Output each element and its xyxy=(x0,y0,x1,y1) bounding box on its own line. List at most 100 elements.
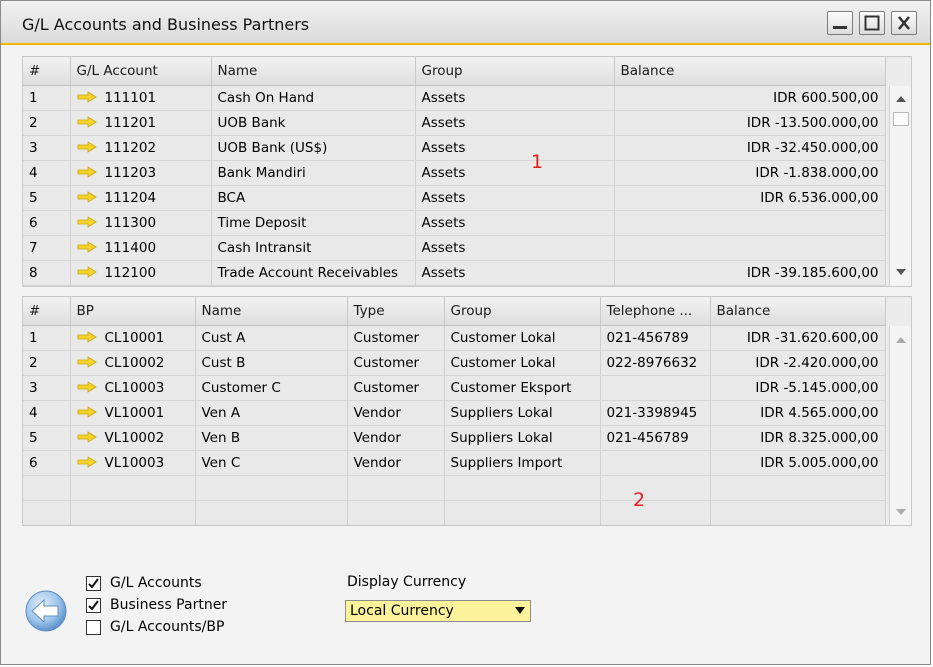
link-arrow-icon[interactable] xyxy=(77,241,97,253)
bp-empty-row[interactable] xyxy=(23,500,886,525)
link-arrow-icon[interactable] xyxy=(77,91,97,103)
link-arrow-icon[interactable] xyxy=(77,116,97,128)
bp-cell-balance: IDR 4.565.000,00 xyxy=(710,400,886,426)
gl-cell-name: BCA xyxy=(211,185,416,211)
gl-table-row[interactable]: 2 111201 UOB Bank Assets IDR -13.500.000,00 xyxy=(23,110,886,136)
gl-cell-text: 1 xyxy=(29,90,38,106)
bp-column-header[interactable]: Telephone ... xyxy=(600,297,711,326)
bp-cell-name: Cust A xyxy=(195,325,348,351)
bp-cell-text: Vendor xyxy=(353,405,401,421)
gl-column-header[interactable]: # xyxy=(23,57,71,86)
bp-empty-cell xyxy=(347,500,445,525)
link-arrow-icon[interactable] xyxy=(77,356,97,368)
bp-cell-num: 4 xyxy=(23,400,71,426)
bp-column-header[interactable]: Balance xyxy=(710,297,886,326)
bp-cell-name: Ven C xyxy=(195,450,348,476)
business-partner-checkbox[interactable] xyxy=(86,598,101,613)
bp-cell-group: Suppliers Import xyxy=(444,450,601,476)
bp-cell-text: Suppliers Lokal xyxy=(450,430,553,446)
gl-cell-balance xyxy=(614,235,886,261)
bp-scrollbar[interactable] xyxy=(889,326,911,525)
bp-table-row[interactable]: 2 CL10002 Cust B Customer Customer Lokal 022-… xyxy=(23,350,886,376)
bp-column-header[interactable]: # xyxy=(23,297,71,326)
link-arrow-icon[interactable] xyxy=(77,406,97,418)
gl-cell-text: Assets xyxy=(421,115,466,131)
bp-column-header[interactable]: BP xyxy=(70,297,196,326)
bp-table-row[interactable]: 6 VL10003 Ven C Vendor Suppliers Import IDR 5… xyxy=(23,450,886,476)
bp-cell-phone: 021-3398945 xyxy=(600,400,711,426)
bp-cell-bp: CL10001 xyxy=(70,325,196,351)
gl-cell-text: 112100 xyxy=(104,265,157,281)
bp-empty-row[interactable] xyxy=(23,475,886,501)
bp-cell-phone: 021-456789 xyxy=(600,425,711,451)
bp-table-row[interactable]: 3 CL10003 Customer C Customer Customer Ekspo… xyxy=(23,375,886,401)
gl-cell-text: IDR -32.450.000,00 xyxy=(746,140,879,156)
gl-table-row[interactable]: 7 111400 Cash Intransit Assets xyxy=(23,235,886,261)
bp-cell-text: Customer Eksport xyxy=(450,380,572,396)
gl-table-row[interactable]: 3 111202 UOB Bank (US$) Assets IDR -32.450.0… xyxy=(23,135,886,161)
gl-cell-num: 6 xyxy=(23,210,71,236)
minimize-button[interactable] xyxy=(827,11,853,35)
gl-scroll-thumb[interactable] xyxy=(893,112,909,126)
gl-cell-balance: IDR 600.500,00 xyxy=(614,85,886,111)
scroll-down-icon[interactable] xyxy=(893,264,909,280)
close-button[interactable] xyxy=(891,11,917,35)
link-arrow-icon[interactable] xyxy=(77,381,97,393)
bp-table-row[interactable]: 1 CL10001 Cust A Customer Customer Lokal 021-… xyxy=(23,325,886,351)
back-arrow-icon[interactable] xyxy=(24,589,68,633)
bp-cell-text: 4 xyxy=(29,405,38,421)
gl-cell-balance: IDR -13.500.000,00 xyxy=(614,110,886,136)
bp-empty-cell xyxy=(444,500,601,525)
bp-cell-text: IDR -31.620.600,00 xyxy=(746,330,879,346)
gl-accounts-checkbox[interactable] xyxy=(86,576,101,591)
bp-table-row[interactable]: 5 VL10002 Ven B Vendor Suppliers Lokal 021-45… xyxy=(23,425,886,451)
bp-table-row[interactable]: 4 VL10001 Ven A Vendor Suppliers Lokal 021-33… xyxy=(23,400,886,426)
link-arrow-icon[interactable] xyxy=(77,166,97,178)
bp-column-header[interactable]: Group xyxy=(444,297,601,326)
scroll-up-icon[interactable] xyxy=(893,91,909,107)
bp-cell-text: IDR 8.325.000,00 xyxy=(760,430,879,446)
bp-cell-text: IDR 5.005.000,00 xyxy=(760,455,879,471)
link-arrow-icon[interactable] xyxy=(77,431,97,443)
bp-cell-group: Customer Lokal xyxy=(444,325,601,351)
gl-cell-text: IDR -39.185.600,00 xyxy=(746,265,879,281)
gl-column-header[interactable]: Name xyxy=(211,57,416,86)
gl-cell-group: Assets xyxy=(415,185,615,211)
link-arrow-icon[interactable] xyxy=(77,266,97,278)
gl-cell-name: Cash Intransit xyxy=(211,235,416,261)
bp-column-header[interactable]: Name xyxy=(195,297,348,326)
link-arrow-icon[interactable] xyxy=(77,456,97,468)
bp-cell-bp: CL10003 xyxy=(70,375,196,401)
gl-cell-text: IDR -1.838.000,00 xyxy=(755,165,879,181)
scroll-down-icon[interactable] xyxy=(893,504,909,520)
bp-cell-num: 2 xyxy=(23,350,71,376)
link-arrow-icon[interactable] xyxy=(77,216,97,228)
gl-column-header[interactable]: Group xyxy=(415,57,615,86)
title-bar[interactable]: G/L Accounts and Business Partners xyxy=(1,1,930,45)
gl-column-header[interactable]: Balance xyxy=(614,57,886,86)
gl-table-row[interactable]: 4 111203 Bank Mandiri Assets IDR -1.838.000,… xyxy=(23,160,886,186)
display-currency-select[interactable]: Local Currency xyxy=(345,600,531,622)
gl-table-row[interactable]: 8 112100 Trade Account Receivables Assets ID… xyxy=(23,260,886,286)
gl-table-row[interactable]: 1 111101 Cash On Hand Assets IDR 600.500,00 xyxy=(23,85,886,111)
link-arrow-icon[interactable] xyxy=(77,141,97,153)
bp-cell-text: 3 xyxy=(29,380,38,396)
gl-column-header[interactable]: G/L Account xyxy=(70,57,212,86)
link-arrow-icon[interactable] xyxy=(77,191,97,203)
link-arrow-icon[interactable] xyxy=(77,331,97,343)
gl-cell-account: 111202 xyxy=(70,135,212,161)
gl-cell-text: 111204 xyxy=(104,190,157,206)
gl-cell-text: IDR 600.500,00 xyxy=(773,90,879,106)
gl-scrollbar[interactable] xyxy=(889,86,911,286)
bp-cell-text: 021-3398945 xyxy=(606,405,698,421)
gl-cell-text: 5 xyxy=(29,190,38,206)
scroll-up-icon[interactable] xyxy=(893,332,909,348)
gl-cell-text: Cash Intransit xyxy=(217,240,312,256)
gl-table-row[interactable]: 6 111300 Time Deposit Assets xyxy=(23,210,886,236)
gl-accounts-bp-checkbox[interactable] xyxy=(86,620,101,635)
maximize-button[interactable] xyxy=(859,11,885,35)
bp-column-header[interactable]: Type xyxy=(347,297,445,326)
display-currency-label: Display Currency xyxy=(347,574,467,590)
gl-table-row[interactable]: 5 111204 BCA Assets IDR 6.536.000,00 xyxy=(23,185,886,211)
bp-cell-bp: VL10003 xyxy=(70,450,196,476)
